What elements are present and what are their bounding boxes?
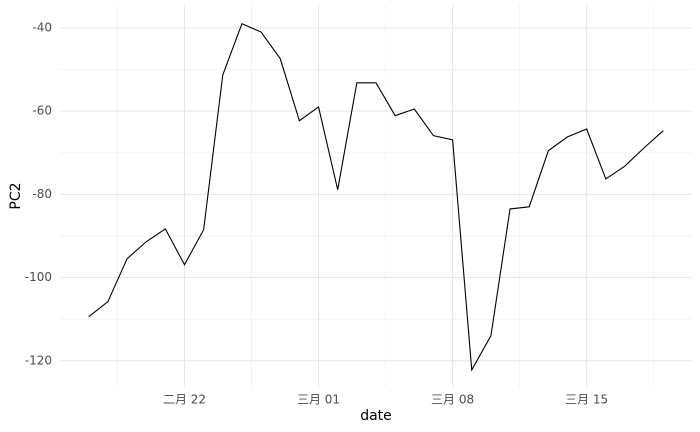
x-tick-label: 三月 01 [297,393,340,407]
y-tick-label: -120 [25,353,52,367]
y-tick-label: -80 [32,187,52,201]
y-tick-label: -60 [32,104,52,118]
x-tick-label: 三月 08 [431,393,474,407]
y-tick-label: -40 [32,20,52,34]
x-tick-label: 三月 15 [565,393,608,407]
x-tick-label: 二月 22 [163,393,206,407]
y-axis-title: PC2 [8,182,24,209]
line [88,22,664,372]
y-tick-label: -100 [25,270,52,284]
x-axis-title: date [360,408,392,424]
